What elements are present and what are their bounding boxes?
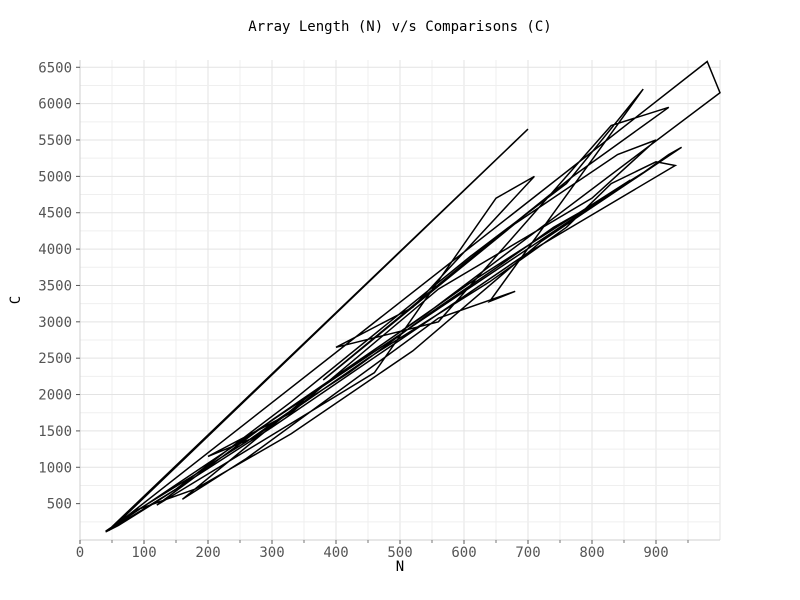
series-line-1	[105, 60, 721, 533]
y-tick-label: 2000	[38, 388, 72, 404]
x-tick-label: 900	[643, 545, 668, 561]
y-tick-label: 4500	[38, 206, 72, 222]
y-tick-label: 1000	[38, 460, 72, 476]
y-tick-label: 6000	[38, 97, 72, 113]
y-tick-label: 3500	[38, 278, 72, 294]
x-tick-label: 800	[579, 545, 604, 561]
x-axis-title: N	[396, 559, 404, 575]
x-tick-label: 700	[515, 545, 540, 561]
x-tick-label: 500	[387, 545, 412, 561]
x-tick-label: 600	[451, 545, 476, 561]
y-axis-title: C	[8, 296, 24, 304]
series-lines	[105, 60, 721, 533]
chart-title: Array Length (N) v/s Comparisons (C)	[248, 19, 551, 35]
x-tick-label: 300	[259, 545, 284, 561]
y-tick-label: 5000	[38, 169, 72, 185]
y-tick-label: 500	[47, 497, 72, 513]
grid	[79, 60, 721, 540]
x-tick-label: 400	[323, 545, 348, 561]
x-tick-label: 200	[195, 545, 220, 561]
y-tick-label: 4000	[38, 242, 72, 258]
y-tick-label: 3000	[38, 315, 72, 331]
y-tick-label: 5500	[38, 133, 72, 149]
y-tick-label: 2500	[38, 351, 72, 367]
x-tick-label: 100	[131, 545, 156, 561]
y-tick-label: 6500	[38, 60, 72, 76]
y-tick-label: 1500	[38, 424, 72, 440]
tick-labels: 0 100 200 300 400 500 600 700 800 900 500 1000 1500 2…	[38, 60, 689, 561]
x-tick-label: 0	[76, 545, 84, 561]
